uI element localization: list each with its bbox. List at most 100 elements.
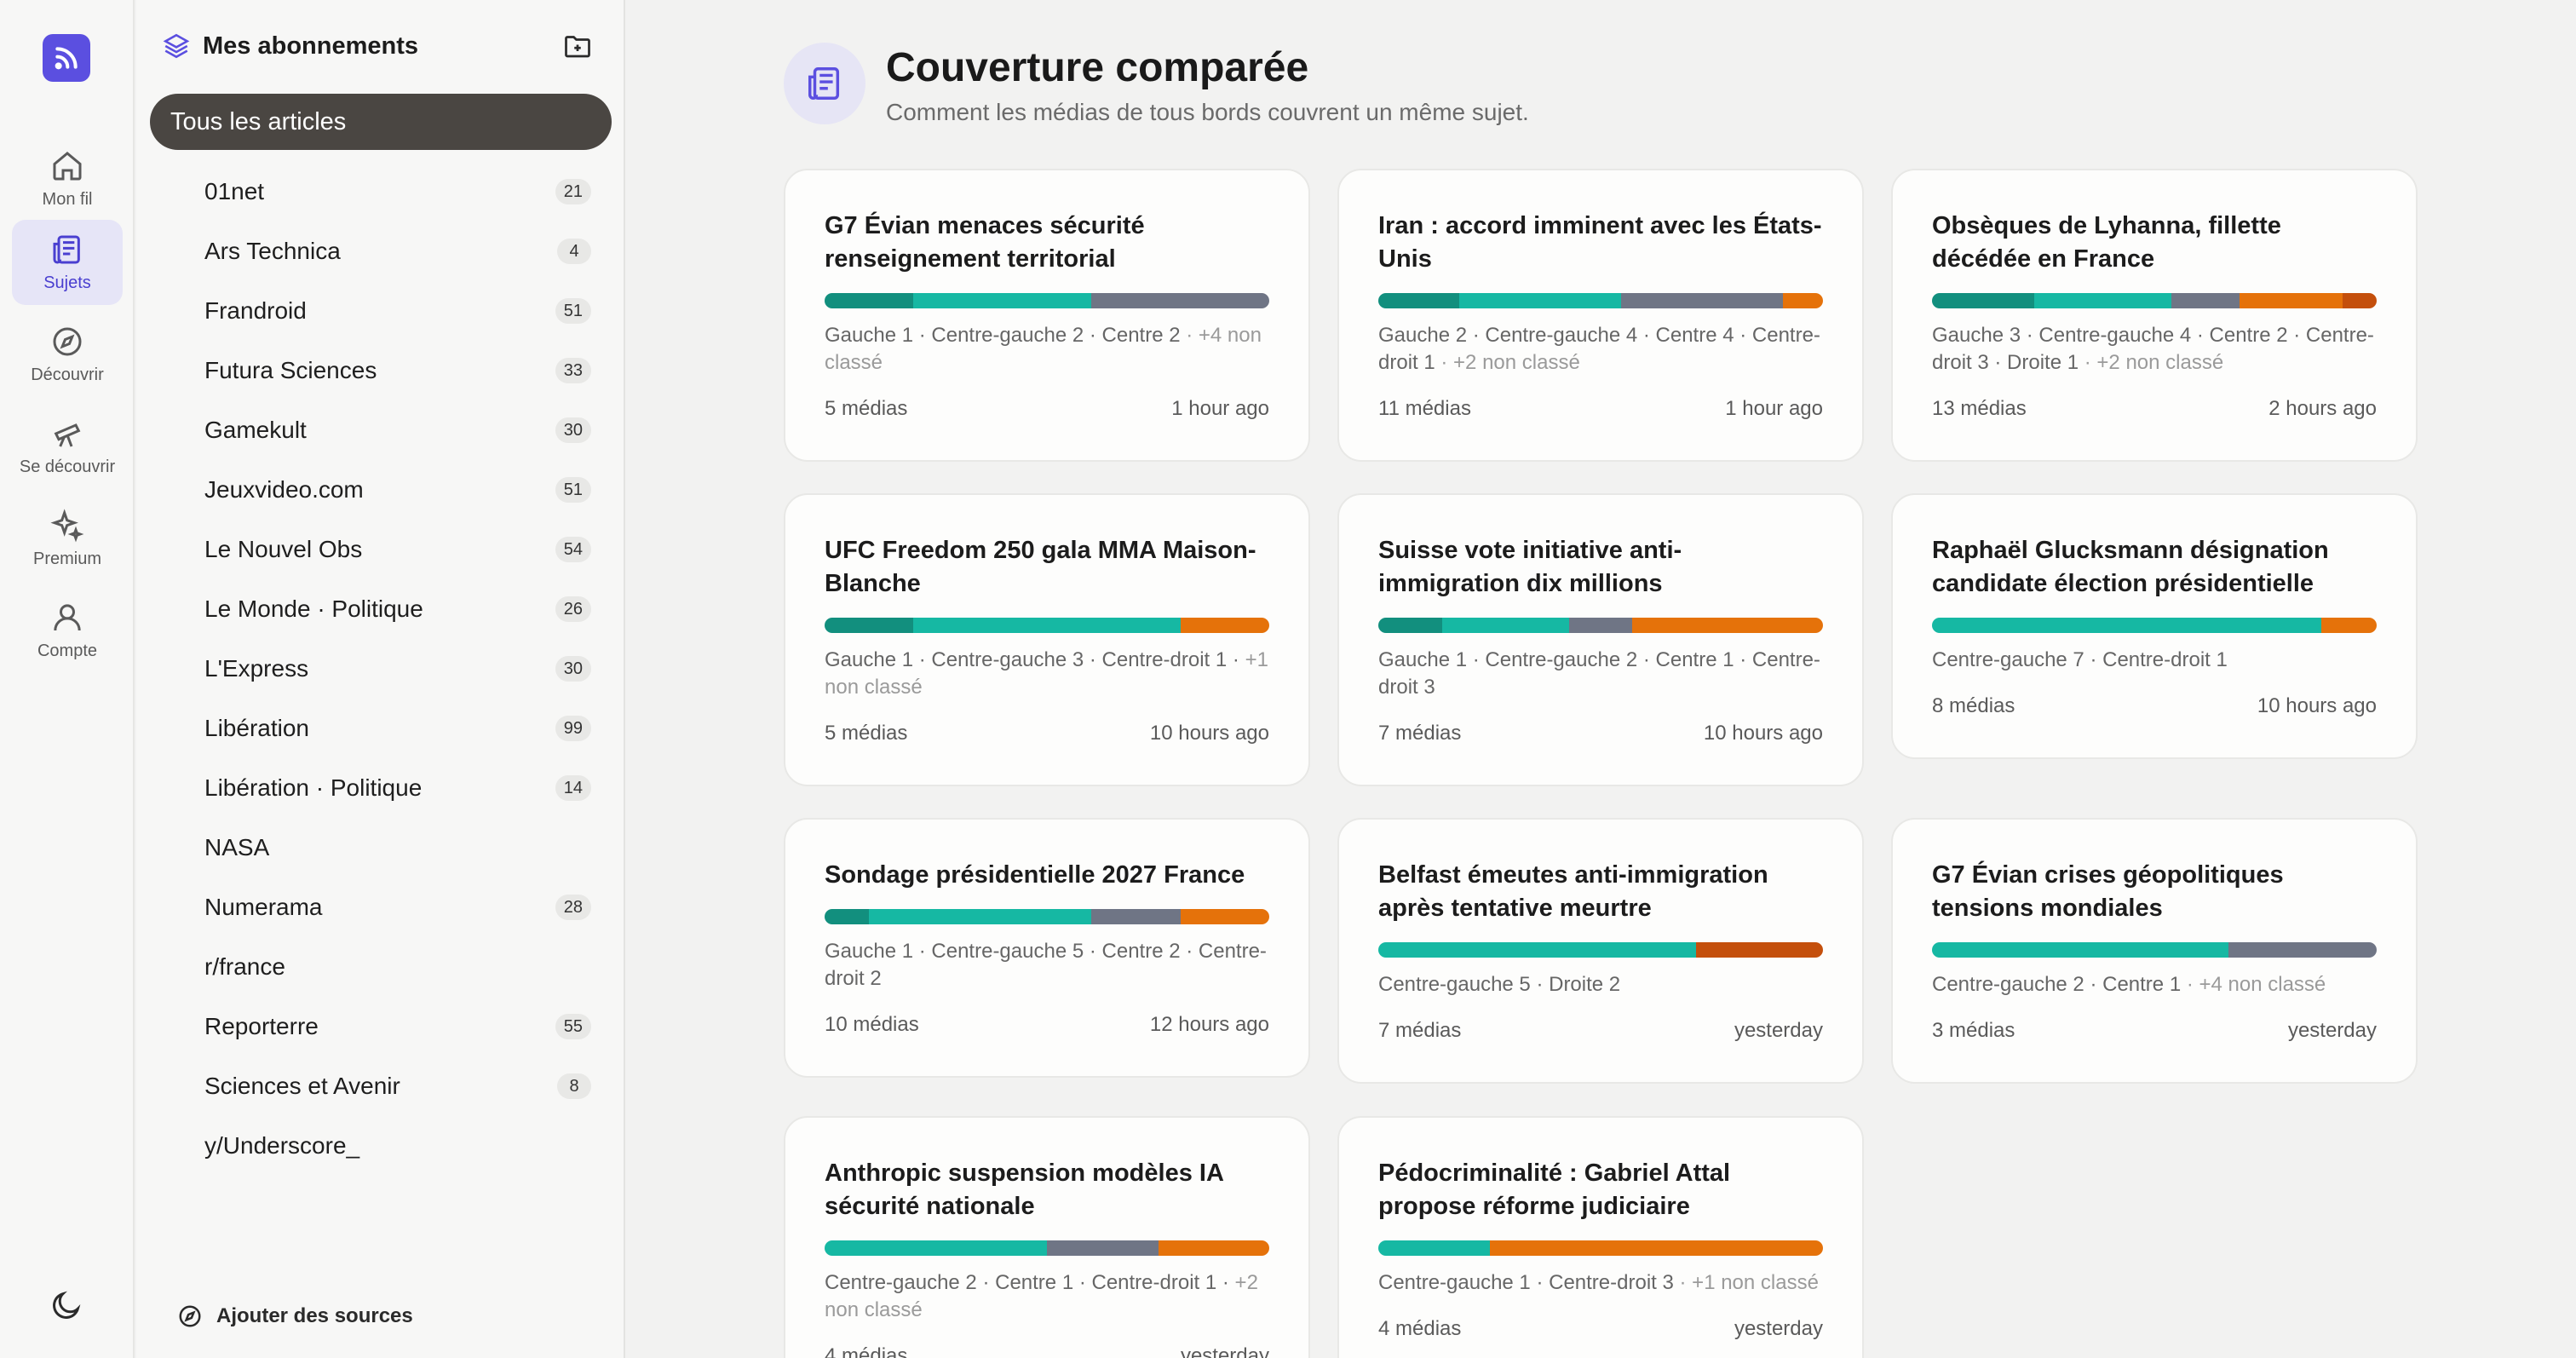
breakdown-text: Gauche 1 · Centre-gauche 2 · Centre 1 · … xyxy=(1378,648,1820,699)
coverage-segment-d xyxy=(1695,942,1823,958)
layers-icon xyxy=(163,33,190,59)
coverage-segment-cd xyxy=(1180,618,1269,633)
unread-count-badge: 99 xyxy=(555,716,591,741)
feed-item[interactable]: Le Nouvel Obs 54 xyxy=(150,520,612,579)
story-card[interactable]: Suisse vote initiative anti-immigration … xyxy=(1337,493,1864,786)
timestamp: 10 hours ago xyxy=(2257,694,2377,717)
nav-decouvrir[interactable]: Découvrir xyxy=(12,312,123,397)
moon-icon[interactable] xyxy=(49,1288,83,1322)
home-icon xyxy=(53,151,82,180)
coverage-segment-cd xyxy=(2320,618,2377,633)
media-count: 7 médias xyxy=(1378,1019,1462,1042)
page-title: Couverture comparée xyxy=(886,45,1309,90)
unread-count-badge: 14 xyxy=(555,775,591,801)
story-card[interactable]: Raphaël Glucksmann désignation candidate… xyxy=(1891,493,2418,759)
story-card[interactable]: Obsèques de Lyhanna, fillette décédée en… xyxy=(1891,169,2418,462)
add-sources-button[interactable]: Ajouter des sources xyxy=(177,1303,413,1329)
coverage-breakdown: Centre-gauche 1 · Centre-droit 3 · +1 no… xyxy=(1378,1269,1823,1297)
coverage-segment-cg xyxy=(1932,618,2321,633)
media-count: 10 médias xyxy=(825,1013,919,1036)
feed-item[interactable]: NASA xyxy=(150,818,612,878)
coverage-segment-d xyxy=(2342,293,2377,308)
newspaper-icon xyxy=(53,235,80,263)
unread-count-badge: 26 xyxy=(555,596,591,622)
story-title: Sondage présidentielle 2027 France xyxy=(825,861,1245,889)
feed-item[interactable]: Reporterre 55 xyxy=(150,997,612,1056)
story-title: Belfast émeutes anti-immigration après t… xyxy=(1378,861,1768,922)
feed-name: Gamekult xyxy=(204,417,307,443)
coverage-segment-g xyxy=(825,293,914,308)
feed-item[interactable]: Libération 99 xyxy=(150,699,612,758)
coverage-segment-cd xyxy=(1632,618,1823,633)
media-count: 11 médias xyxy=(1378,397,1471,420)
story-title: Obsèques de Lyhanna, fillette décédée en… xyxy=(1932,212,2281,273)
coverage-segment-cg xyxy=(1458,293,1621,308)
coverage-bar xyxy=(1932,942,2377,958)
story-card[interactable]: Pédocriminalité : Gabriel Attal propose … xyxy=(1337,1116,1864,1358)
breakdown-text: Gauche 1 · Centre-gauche 5 · Centre 2 · … xyxy=(825,940,1267,990)
nav-compte[interactable]: Compte xyxy=(12,588,123,673)
story-title: Suisse vote initiative anti-immigration … xyxy=(1378,537,1682,597)
feed-item[interactable]: L'Express 30 xyxy=(150,639,612,699)
story-card[interactable]: UFC Freedom 250 gala MMA Maison-Blanche G… xyxy=(784,493,1310,786)
story-card[interactable]: Iran : accord imminent avec les États-Un… xyxy=(1337,169,1864,462)
unread-count-badge: 30 xyxy=(555,656,591,682)
subscriptions-sidebar: Mes abonnements Tous les articles 01net 2… xyxy=(136,0,625,1358)
feed-item[interactable]: Le Monde · Politique 26 xyxy=(150,579,612,639)
feed-item[interactable]: Numerama 28 xyxy=(150,878,612,937)
feed-item[interactable]: Sciences et Avenir 8 xyxy=(150,1056,612,1116)
nav-premium[interactable]: Premium xyxy=(12,496,123,581)
feed-item[interactable]: r/france xyxy=(150,937,612,997)
unclassified-text: · +2 non classé xyxy=(2079,351,2224,374)
feed-item[interactable]: Jeuxvideo.com 51 xyxy=(150,460,612,520)
coverage-segment-cg xyxy=(913,293,1092,308)
feed-item[interactable]: Futura Sciences 33 xyxy=(150,341,612,400)
feed-item[interactable]: 01net 21 xyxy=(150,162,612,222)
timestamp: 10 hours ago xyxy=(1149,722,1269,745)
nav-se-decouvrir[interactable]: Se découvrir xyxy=(12,404,123,489)
story-meta: 13 médias 2 hours ago xyxy=(1932,397,2377,421)
folder-plus-icon[interactable] xyxy=(562,31,593,61)
story-card[interactable]: G7 Évian menaces sécurité renseignement … xyxy=(784,169,1310,462)
story-card[interactable]: Anthropic suspension modèles IA sécurité… xyxy=(784,1116,1310,1358)
coverage-segment-c xyxy=(2228,942,2377,958)
story-card[interactable]: G7 Évian crises géopolitiques tensions m… xyxy=(1891,818,2418,1084)
all-articles-button[interactable]: Tous les articles xyxy=(150,94,612,150)
unclassified-text: · +4 non classé xyxy=(2181,973,2326,996)
coverage-breakdown: Centre-gauche 2 · Centre 1 · Centre-droi… xyxy=(825,1269,1269,1324)
coverage-segment-g xyxy=(1378,618,1442,633)
nav-label: Mon fil xyxy=(42,189,93,209)
page-subtitle: Comment les médias de tous bords couvren… xyxy=(886,99,1529,125)
unread-count-badge: 8 xyxy=(557,1073,591,1099)
coverage-segment-cg xyxy=(2034,293,2172,308)
nav-mon-fil[interactable]: Mon fil xyxy=(12,136,123,222)
feed-item[interactable]: y/Underscore_ xyxy=(150,1116,612,1176)
feed-item[interactable]: Libération · Politique 14 xyxy=(150,758,612,818)
feed-item[interactable]: Frandroid 51 xyxy=(150,281,612,341)
coverage-segment-cg xyxy=(1378,942,1696,958)
coverage-segment-cg xyxy=(1378,1240,1490,1256)
feed-name: Numerama xyxy=(204,894,323,920)
timestamp: yesterday xyxy=(1734,1019,1823,1042)
story-title: Pédocriminalité : Gabriel Attal propose … xyxy=(1378,1159,1731,1220)
story-title: UFC Freedom 250 gala MMA Maison-Blanche xyxy=(825,537,1256,597)
unread-count-badge: 33 xyxy=(555,358,591,383)
unclassified-text: · +4 non classé xyxy=(825,324,1262,374)
timestamp: 12 hours ago xyxy=(1149,1013,1269,1036)
story-meta: 4 médias yesterday xyxy=(825,1344,1269,1358)
rss-logo-icon[interactable] xyxy=(43,34,90,82)
nav-sujets[interactable]: Sujets xyxy=(12,220,123,305)
coverage-segment-cd xyxy=(2240,293,2343,308)
nav-label: Premium xyxy=(32,549,101,568)
feed-item[interactable]: Gamekult 30 xyxy=(150,400,612,460)
feed-item[interactable]: Ars Technica 4 xyxy=(150,222,612,281)
breakdown-text: Centre-gauche 2 · Centre 1 · Centre-droi… xyxy=(825,1271,1229,1294)
coverage-bar xyxy=(1378,942,1823,958)
story-title: Anthropic suspension modèles IA sécurité… xyxy=(825,1159,1223,1220)
coverage-bar xyxy=(825,1240,1269,1256)
media-count: 4 médias xyxy=(825,1344,908,1358)
coverage-segment-c xyxy=(1091,293,1269,308)
story-meta: 11 médias 1 hour ago xyxy=(1378,397,1823,421)
story-card[interactable]: Sondage présidentielle 2027 France Gauche… xyxy=(784,818,1310,1078)
story-card[interactable]: Belfast émeutes anti-immigration après t… xyxy=(1337,818,1864,1084)
